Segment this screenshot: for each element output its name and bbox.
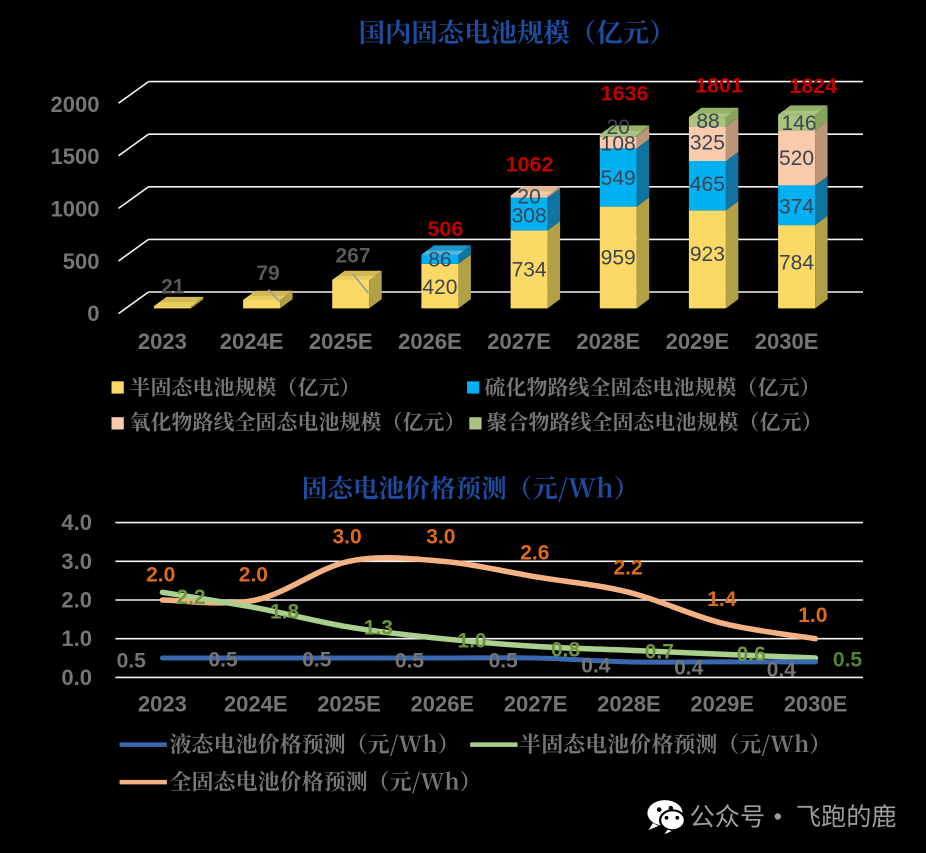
svg-text:520: 520 — [779, 147, 814, 170]
svg-text:959: 959 — [601, 247, 636, 270]
svg-text:3.0: 3.0 — [332, 525, 361, 548]
svg-text:2027E: 2027E — [504, 692, 568, 717]
svg-text:2024E: 2024E — [224, 692, 288, 717]
svg-text:2.2: 2.2 — [176, 586, 205, 609]
svg-text:0.6: 0.6 — [737, 643, 766, 666]
svg-text:1.0: 1.0 — [798, 604, 827, 627]
svg-text:1824: 1824 — [789, 74, 837, 98]
svg-text:784: 784 — [779, 251, 814, 274]
svg-text:308: 308 — [512, 204, 547, 227]
svg-text:0.5: 0.5 — [395, 649, 425, 672]
svg-text:549: 549 — [601, 167, 636, 190]
svg-text:2029E: 2029E — [690, 692, 754, 717]
svg-text:0.5: 0.5 — [208, 649, 238, 672]
svg-text:1.0: 1.0 — [61, 626, 92, 651]
svg-text:2023: 2023 — [138, 692, 187, 717]
svg-text:2027E: 2027E — [487, 329, 551, 354]
svg-text:0.5: 0.5 — [833, 649, 863, 672]
svg-text:0: 0 — [87, 301, 99, 326]
svg-text:0.4: 0.4 — [581, 655, 611, 678]
svg-text:325: 325 — [690, 132, 725, 155]
svg-text:2.0: 2.0 — [61, 588, 92, 613]
svg-text:923: 923 — [690, 243, 725, 266]
svg-text:506: 506 — [427, 217, 463, 241]
svg-text:2023: 2023 — [138, 329, 187, 354]
svg-text:2029E: 2029E — [666, 329, 730, 354]
svg-text:1062: 1062 — [506, 153, 554, 177]
svg-text:2024E: 2024E — [220, 329, 284, 354]
svg-text:2.0: 2.0 — [146, 564, 175, 587]
svg-text:267: 267 — [335, 245, 370, 268]
svg-text:1636: 1636 — [601, 82, 649, 106]
svg-text:79: 79 — [256, 262, 279, 285]
svg-text:1.0: 1.0 — [457, 630, 486, 653]
svg-text:420: 420 — [422, 276, 457, 299]
svg-text:1.8: 1.8 — [270, 600, 300, 623]
svg-text:88: 88 — [696, 110, 719, 133]
svg-text:2.2: 2.2 — [613, 557, 642, 580]
svg-text:4.0: 4.0 — [61, 510, 92, 535]
svg-text:20: 20 — [517, 186, 540, 209]
svg-text:2028E: 2028E — [576, 329, 640, 354]
svg-text:0.0: 0.0 — [61, 665, 92, 690]
svg-text:86: 86 — [428, 248, 451, 271]
svg-text:21: 21 — [161, 275, 185, 298]
svg-text:0.5: 0.5 — [302, 649, 332, 672]
svg-text:500: 500 — [63, 249, 100, 274]
svg-text:20: 20 — [607, 116, 630, 139]
svg-text:0.5: 0.5 — [117, 649, 147, 672]
svg-text:1801: 1801 — [695, 74, 743, 98]
svg-text:1.3: 1.3 — [364, 616, 393, 639]
svg-text:2030E: 2030E — [784, 692, 848, 717]
svg-text:146: 146 — [781, 112, 816, 135]
svg-text:2025E: 2025E — [317, 692, 381, 717]
svg-text:0.8: 0.8 — [551, 639, 581, 662]
svg-text:1500: 1500 — [51, 144, 100, 169]
svg-text:1000: 1000 — [51, 196, 100, 221]
svg-text:2025E: 2025E — [309, 329, 373, 354]
svg-text:2.0: 2.0 — [239, 564, 268, 587]
svg-text:2030E: 2030E — [755, 329, 819, 354]
svg-text:2000: 2000 — [51, 92, 100, 117]
svg-text:2026E: 2026E — [410, 692, 474, 717]
svg-text:2026E: 2026E — [398, 329, 462, 354]
svg-text:3.0: 3.0 — [61, 549, 92, 574]
svg-text:0.4: 0.4 — [767, 658, 797, 681]
svg-text:734: 734 — [512, 258, 547, 281]
svg-text:0.7: 0.7 — [645, 640, 674, 663]
svg-text:0.5: 0.5 — [489, 649, 519, 672]
svg-text:2.6: 2.6 — [520, 541, 549, 564]
svg-text:1.4: 1.4 — [707, 588, 737, 611]
svg-text:2028E: 2028E — [597, 692, 661, 717]
svg-text:3.0: 3.0 — [426, 525, 455, 548]
svg-text:0.4: 0.4 — [674, 657, 704, 680]
svg-text:108: 108 — [601, 132, 636, 155]
svg-text:465: 465 — [690, 173, 725, 196]
svg-text:374: 374 — [779, 195, 814, 218]
